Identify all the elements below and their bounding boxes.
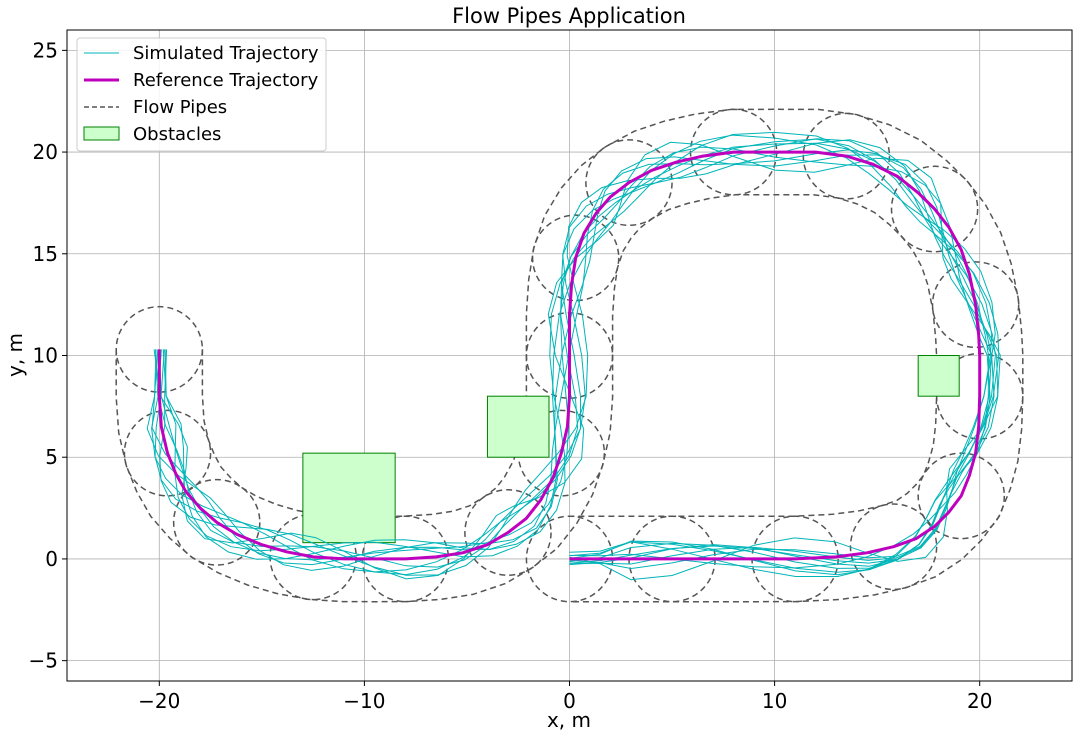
flow-pipe-boundary-left bbox=[201, 108, 1024, 603]
axis-ticks: −20 −10 0 10 20 −5 0 5 10 15 20 25 bbox=[29, 38, 993, 713]
y-axis-title: y, m bbox=[3, 333, 27, 377]
x-tick-label: 0 bbox=[563, 689, 576, 713]
y-tick-label: 15 bbox=[33, 242, 58, 266]
x-tick-label: 20 bbox=[967, 689, 992, 713]
chart-title: Flow Pipes Application bbox=[452, 4, 686, 28]
simulated-trajectory-line bbox=[162, 131, 1000, 577]
flow-pipe-circle bbox=[172, 478, 261, 566]
legend-flow-pipes-label: Flow Pipes bbox=[133, 97, 227, 118]
obstacles bbox=[302, 355, 960, 544]
simulated-trajectory-line bbox=[153, 141, 1001, 581]
legend-reference-label: Reference Trajectory bbox=[133, 70, 319, 91]
x-axis-title: x, m bbox=[547, 708, 591, 732]
x-tick-label: −10 bbox=[343, 689, 385, 713]
y-tick-label: 20 bbox=[33, 140, 58, 164]
x-tick-label: −20 bbox=[138, 689, 180, 713]
reference-trajectory-layer bbox=[157, 150, 982, 561]
flow-pipe-circle bbox=[585, 139, 673, 227]
plot-area bbox=[115, 108, 1024, 603]
simulated-trajectory-line bbox=[164, 134, 996, 573]
flow-pipe-circle bbox=[115, 305, 204, 393]
flow-pipe-circle bbox=[464, 489, 552, 576]
simulated-trajectory-line bbox=[151, 149, 992, 566]
legend-obstacles-label: Obstacles bbox=[133, 124, 221, 145]
y-tick-label: 10 bbox=[33, 344, 58, 368]
legend-simulated-label: Simulated Trajectory bbox=[133, 43, 319, 64]
y-tick-label: 0 bbox=[45, 547, 58, 571]
legend-obstacles-swatch bbox=[83, 126, 120, 141]
legend: Simulated Trajectory Reference Trajector… bbox=[76, 37, 327, 152]
simulated-trajectories bbox=[146, 131, 1001, 581]
y-tick-label: 5 bbox=[45, 445, 58, 469]
legend-box bbox=[76, 37, 327, 152]
x-tick-label: 10 bbox=[762, 689, 787, 713]
simulated-trajectory-line bbox=[151, 138, 993, 573]
simulated-trajectory-line bbox=[154, 138, 996, 576]
obstacle-rect bbox=[917, 355, 960, 397]
simulated-trajectory-line bbox=[158, 142, 990, 569]
obstacle-rect bbox=[486, 395, 550, 458]
flow-pipe-circle bbox=[890, 165, 979, 253]
reference-trajectory-line bbox=[157, 150, 982, 561]
flow-pipe-circle bbox=[931, 261, 1020, 349]
y-tick-label: −5 bbox=[29, 649, 58, 673]
obstacle-rect bbox=[302, 452, 396, 544]
y-tick-label: 25 bbox=[33, 38, 58, 62]
flow-pipe-circle bbox=[123, 409, 212, 497]
flow-pipe-boundary-right bbox=[115, 193, 938, 603]
